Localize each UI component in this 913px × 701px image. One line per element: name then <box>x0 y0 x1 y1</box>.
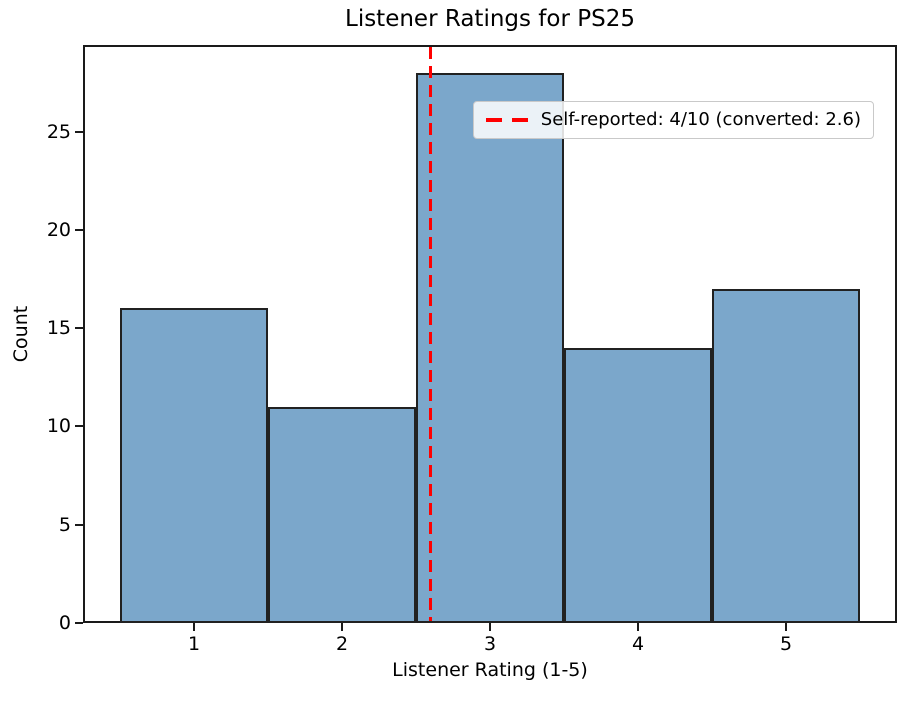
legend-dashed-line-sample <box>485 117 528 122</box>
y-tick-label: 25 <box>46 120 71 143</box>
x-tick-label: 2 <box>335 633 349 655</box>
histogram-bar <box>120 308 268 623</box>
y-tick-mark <box>75 622 83 624</box>
x-tick-label: 3 <box>483 633 497 655</box>
x-tick-mark <box>785 623 787 631</box>
y-tick-label: 10 <box>46 415 71 438</box>
histogram-bar <box>416 72 564 623</box>
x-tick-label: 4 <box>631 633 645 655</box>
x-axis-label: Listener Rating (1-5) <box>392 659 588 681</box>
y-tick-label: 5 <box>58 513 71 536</box>
y-tick-label: 0 <box>58 612 71 634</box>
y-tick-mark <box>75 327 83 330</box>
y-tick-mark <box>75 228 83 231</box>
x-tick-mark <box>341 623 343 631</box>
histogram-bar <box>268 406 416 623</box>
histogram-bar <box>564 347 712 623</box>
x-tick-label: 5 <box>779 633 793 655</box>
chart-title: Listener Ratings for PS25 <box>345 6 635 32</box>
x-tick-label: 1 <box>187 633 201 655</box>
threshold-line <box>429 47 433 621</box>
x-tick-mark <box>193 623 195 631</box>
legend-label: Self-reported: 4/10 (converted: 2.6) <box>540 109 861 130</box>
histogram-bar <box>712 288 860 623</box>
y-tick-mark <box>75 523 83 526</box>
y-tick-mark <box>75 425 83 428</box>
x-tick-mark <box>637 623 639 631</box>
y-tick-mark <box>75 130 83 133</box>
y-tick-label: 20 <box>46 218 71 241</box>
y-tick-label: 15 <box>46 317 71 340</box>
x-tick-mark <box>489 623 491 631</box>
legend: Self-reported: 4/10 (converted: 2.6) <box>472 101 874 139</box>
